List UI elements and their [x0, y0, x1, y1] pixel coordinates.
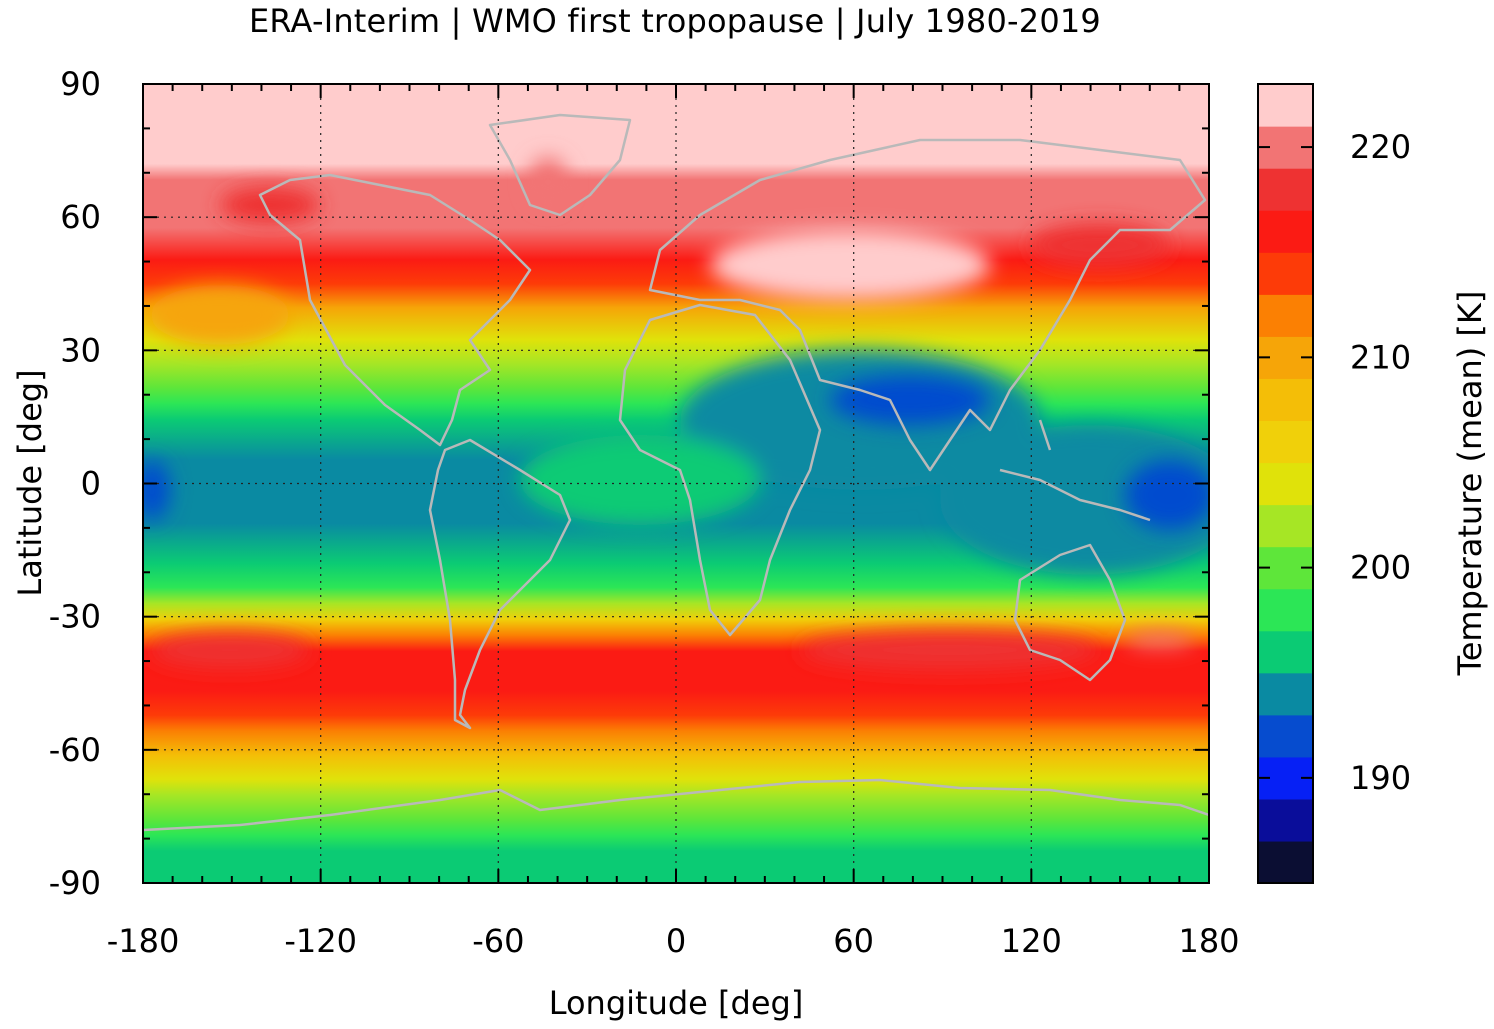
south-eastpacific-red [150, 632, 310, 668]
colorbar-level [1258, 252, 1313, 295]
colorbar-label: Temperature (mean) [K] [1451, 290, 1489, 676]
colorbar-ticks [1258, 146, 1313, 779]
atlantic-green [520, 435, 760, 525]
north-america-outline [258, 173, 532, 447]
colorbar-level [1258, 462, 1313, 506]
x-tick-label: -60 [472, 922, 524, 960]
y-tick-label: 60 [60, 198, 101, 236]
antarctica-outline [143, 778, 1209, 832]
colorbar-level [1258, 168, 1313, 211]
axis-ticks [142, 83, 1210, 884]
colorbar-tick-label: 210 [1350, 338, 1411, 376]
central-pacific-minimum [143, 460, 170, 520]
greenland-feature [528, 157, 568, 207]
x-tick-label: 60 [833, 922, 874, 960]
x-tick-label: 120 [1001, 922, 1062, 960]
colorbar-level [1258, 714, 1313, 758]
colorbar-tick-label: 200 [1350, 549, 1411, 587]
colorbar-tick-labels: 220 210 200 190 [1350, 128, 1411, 797]
asian-monsoon-minimum [830, 375, 990, 425]
colorbar-level [1258, 210, 1313, 253]
colorbar-level [1258, 672, 1313, 716]
colorbar-level [1258, 294, 1313, 337]
alaska-red-region [220, 187, 320, 223]
grid [143, 84, 1209, 883]
colorbar-level [1258, 840, 1313, 884]
tick-labels: -180 -120 -60 0 60 120 180 90 60 30 0 -30 -60 -90 [49, 65, 1240, 960]
west-pacific-minimum [1125, 460, 1209, 530]
greenland-outline [488, 113, 632, 217]
y-tick-label: -30 [49, 598, 101, 636]
southeast-asia-islands [999, 419, 1151, 522]
colorbar-tick-label: 190 [1350, 759, 1411, 797]
y-tick-label: 90 [60, 65, 101, 103]
colorbar-level [1258, 378, 1313, 422]
africa-outline [618, 303, 822, 637]
pacific-teal [940, 425, 1209, 575]
australia-outline [1013, 543, 1127, 682]
colorbar-level [1258, 84, 1313, 127]
west-atlantic-warm-region [150, 285, 290, 345]
colorbar-level [1258, 630, 1313, 674]
colorbar-frame [1257, 83, 1314, 884]
y-tick-label: -60 [49, 731, 101, 769]
x-axis-label: Longitude [deg] [548, 984, 804, 1022]
x-tick-label: 0 [666, 922, 686, 960]
x-tick-label: -180 [107, 922, 180, 960]
x-tick-label: 180 [1178, 922, 1239, 960]
y-tick-label: 0 [81, 465, 101, 503]
colorbar-tick-label: 220 [1350, 128, 1411, 166]
colorbar-level [1258, 420, 1313, 464]
colorbar-level [1258, 798, 1313, 842]
colorbar-level [1258, 504, 1313, 548]
south-indian-red [800, 630, 1100, 670]
colorbar-level [1258, 588, 1313, 632]
eurasia-warm-region [710, 230, 990, 300]
coastlines [143, 113, 1209, 832]
y-tick-label: -90 [49, 864, 101, 902]
chart-title: ERA-Interim | WMO first tropopause | Jul… [249, 2, 1101, 40]
y-tick-label: 30 [60, 331, 101, 369]
y-axis-label: Latitude [deg] [11, 369, 49, 597]
south-america-outline [428, 438, 572, 730]
east-asia-red-region [1030, 223, 1170, 267]
south-pacific-pink [1125, 632, 1195, 648]
x-tick-label: -120 [284, 922, 357, 960]
colorbar [1258, 84, 1313, 884]
